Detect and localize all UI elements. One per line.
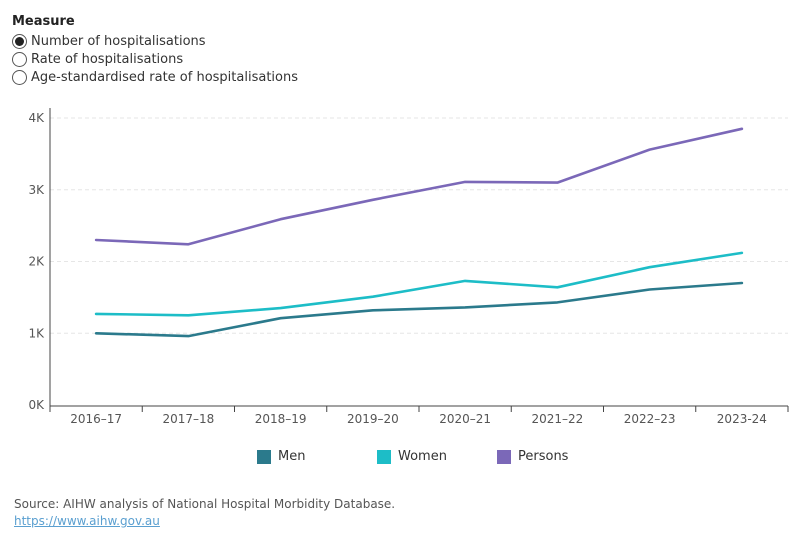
legend-label-persons: Persons [518, 449, 569, 464]
legend-swatch-persons [497, 449, 511, 464]
x-tick-label-5: 2021–22 [531, 412, 583, 426]
legend-item-men[interactable]: Men [257, 449, 305, 464]
x-tick-label-1: 2017–18 [162, 412, 214, 426]
x-tick-label-4: 2020–21 [439, 412, 491, 426]
series-line-persons [94, 127, 744, 246]
legend-item-persons[interactable]: Persons [497, 449, 568, 464]
y-tick-label-2K: 2K [28, 255, 45, 269]
legend-swatch-women [377, 449, 391, 464]
legend: Men Women Persons [0, 449, 800, 467]
y-tick-label-3K: 3K [28, 183, 45, 197]
x-tick-label-0: 2016–17 [70, 412, 122, 426]
footer: Source: AIHW analysis of National Hospit… [14, 496, 395, 530]
y-tick-label-1K: 1K [28, 326, 45, 340]
measure-option-label: Rate of hospitalisations [31, 51, 184, 67]
legend-label-men: Men [278, 449, 306, 464]
x-tick-label-3: 2019–20 [347, 412, 399, 426]
legend-swatch-men [257, 449, 271, 464]
source-link[interactable]: https://www.aihw.gov.au [14, 514, 160, 528]
radio-age-standardised[interactable] [12, 69, 27, 85]
series-line-women [94, 251, 744, 317]
x-tick-label-6: 2022–23 [624, 412, 676, 426]
x-tick-label-7: 2023-24 [717, 412, 767, 426]
measure-option-number[interactable]: Number of hospitalisations [12, 32, 298, 50]
legend-item-women[interactable]: Women [377, 449, 447, 464]
series-line-men [94, 281, 744, 338]
y-tick-label-0K: 0K [28, 398, 45, 412]
radio-rate[interactable] [12, 51, 27, 67]
y-tick-label-4K: 4K [28, 111, 45, 125]
measure-selector: Measure Number of hospitalisations Rate … [12, 14, 298, 86]
measure-title: Measure [12, 14, 75, 29]
measure-option-label: Number of hospitalisations [31, 33, 206, 49]
measure-option-rate[interactable]: Rate of hospitalisations [12, 50, 298, 68]
source-note: Source: AIHW analysis of National Hospit… [14, 497, 396, 511]
line-chart: 0K 1K 2K 3K 4K 2016–17 2017–18 2018–19 2019–20 20… [28, 108, 789, 426]
measure-option-label: Age-standardised rate of hospitalisation… [31, 69, 298, 85]
radio-number[interactable] [12, 33, 27, 49]
legend-label-women: Women [398, 449, 447, 464]
measure-option-age-standardised[interactable]: Age-standardised rate of hospitalisation… [12, 68, 298, 86]
x-tick-label-2: 2018–19 [255, 412, 307, 426]
